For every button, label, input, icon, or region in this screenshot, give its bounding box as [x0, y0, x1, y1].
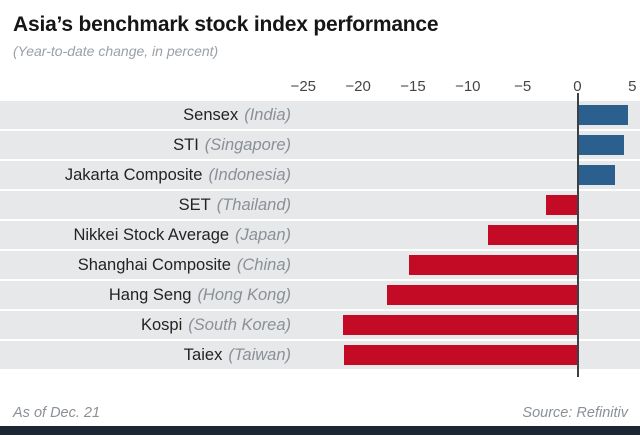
- bar-jakarta-composite: [577, 165, 615, 186]
- bar-area: [300, 311, 640, 339]
- axis-tick--10: −10: [455, 78, 481, 96]
- bar-shanghai-composite: [408, 255, 578, 276]
- bar-hang-seng: [386, 285, 578, 306]
- index-name: Sensex: [183, 105, 239, 124]
- index-country: (Indonesia): [208, 165, 291, 184]
- index-country: (Singapore): [204, 135, 291, 154]
- bar-nikkei-stock-average: [487, 225, 578, 246]
- index-name: STI: [173, 135, 199, 154]
- bar-kospi: [342, 315, 578, 336]
- bar-set: [545, 195, 578, 216]
- axis-tick-5: 5: [628, 78, 637, 96]
- index-label: Sensex (India): [0, 101, 300, 129]
- bar-area: [300, 221, 640, 249]
- index-label: Taiex (Taiwan): [0, 341, 300, 369]
- chart-row: Shanghai Composite (China): [0, 251, 640, 280]
- index-country: (Thailand): [216, 195, 291, 214]
- chart-footer: As of Dec. 21 Source: Refinitiv: [0, 405, 640, 421]
- bar-area: [300, 131, 640, 159]
- bar-chart: −25 −20 −15 −10 −5 0 5 Sensex (India) STI (Singap…: [0, 67, 640, 378]
- index-name: Shanghai Composite: [77, 255, 231, 274]
- index-country: (Hong Kong): [197, 285, 291, 304]
- chart-rows: Sensex (India) STI (Singapore) Jakarta Compo…: [0, 101, 640, 370]
- zero-axis-line: [577, 93, 580, 378]
- axis-tick--5: −5: [514, 78, 532, 96]
- index-name: Taiex: [183, 345, 223, 364]
- index-country: (China): [236, 255, 291, 274]
- chart-row: Taiex (Taiwan): [0, 341, 640, 370]
- index-label: STI (Singapore): [0, 131, 300, 159]
- index-country: (India): [244, 105, 291, 124]
- bar-area: [300, 251, 640, 279]
- index-label: SET (Thailand): [0, 191, 300, 219]
- bar-area: [300, 341, 640, 369]
- index-label: Shanghai Composite (China): [0, 251, 300, 279]
- bar-sensex: [577, 105, 628, 126]
- index-name: Jakarta Composite: [64, 165, 203, 184]
- chart-row: SET (Thailand): [0, 191, 640, 220]
- axis-tick--20: −20: [345, 78, 371, 96]
- page-title: Asia’s benchmark stock index performance: [13, 13, 439, 36]
- bar-area: [300, 161, 640, 189]
- axis-tick--15: −15: [400, 78, 426, 96]
- axis-tick--25: −25: [290, 78, 317, 96]
- chart-row: Kospi (South Korea): [0, 311, 640, 340]
- index-label: Kospi (South Korea): [0, 311, 300, 339]
- index-label: Jakarta Composite (Indonesia): [0, 161, 300, 189]
- bar-area: [300, 101, 640, 129]
- chart-row: Jakarta Composite (Indonesia): [0, 161, 640, 190]
- bottom-accent-bar: [0, 426, 640, 435]
- chart-row: Nikkei Stock Average (Japan): [0, 221, 640, 250]
- index-name: Nikkei Stock Average: [73, 225, 230, 244]
- index-name: Hang Seng: [108, 285, 192, 304]
- index-country: (South Korea): [188, 315, 291, 334]
- source-credit: Source: Refinitiv: [522, 405, 628, 421]
- as-of-date: As of Dec. 21: [13, 405, 101, 421]
- bar-taiex: [343, 345, 578, 366]
- index-country: (Taiwan): [228, 345, 291, 364]
- axis-tick-0: 0: [573, 78, 582, 96]
- chart-row: Hang Seng (Hong Kong): [0, 281, 640, 310]
- bar-area: [300, 281, 640, 309]
- chart-row: STI (Singapore): [0, 131, 640, 160]
- bar-area: [300, 191, 640, 219]
- x-axis: −25 −20 −15 −10 −5 0 5: [291, 67, 640, 101]
- bar-sti: [577, 135, 624, 156]
- index-label: Nikkei Stock Average (Japan): [0, 221, 300, 249]
- chart-header: Asia’s benchmark stock index performance…: [0, 0, 640, 59]
- index-label: Hang Seng (Hong Kong): [0, 281, 300, 309]
- index-name: SET: [178, 195, 211, 214]
- index-name: Kospi: [140, 315, 183, 334]
- index-country: (Japan): [235, 225, 291, 244]
- chart-row: Sensex (India): [0, 101, 640, 130]
- chart-subtitle: (Year-to-date change, in percent): [13, 43, 219, 60]
